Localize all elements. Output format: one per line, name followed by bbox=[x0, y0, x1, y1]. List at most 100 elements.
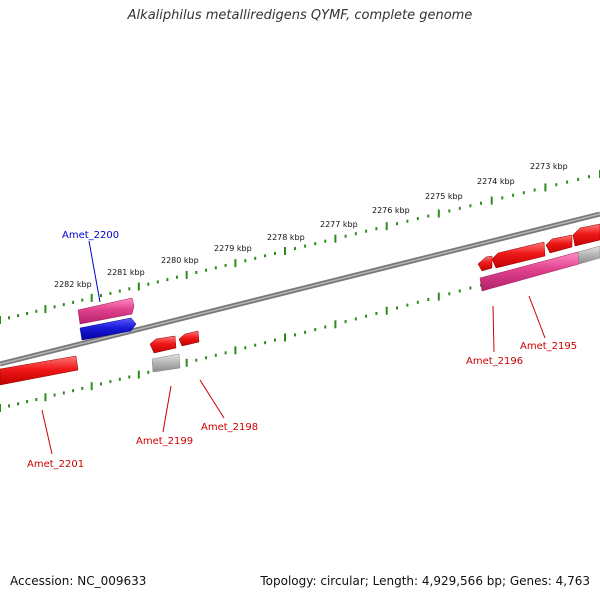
gene-arrow-2196b[interactable] bbox=[491, 241, 546, 269]
accession-text: Accession: NC_009633 bbox=[10, 574, 147, 588]
lower-minor-tick bbox=[224, 351, 227, 355]
genome-summary-text: Topology: circular; Length: 4,929,566 bp… bbox=[260, 574, 590, 588]
lower-minor-tick bbox=[244, 346, 247, 350]
lower-minor-tick bbox=[354, 317, 357, 321]
lower-minor-tick bbox=[205, 356, 208, 360]
upper-major-tick bbox=[544, 183, 547, 192]
lower-major-tick bbox=[385, 306, 388, 315]
upper-minor-tick bbox=[522, 191, 525, 195]
lower-minor-tick bbox=[274, 338, 276, 342]
lower-minor-tick bbox=[469, 286, 472, 290]
upper-major-tick bbox=[385, 222, 388, 231]
kbp-label-2280: 2280 kbp bbox=[161, 256, 199, 265]
gene-arrow-2195a[interactable] bbox=[572, 223, 600, 247]
upper-minor-tick bbox=[396, 222, 398, 226]
gene-arrow-2200-blue[interactable] bbox=[79, 317, 137, 341]
lower-major-tick bbox=[0, 404, 1, 412]
kbp-label-2282: 2282 kbp bbox=[54, 280, 92, 289]
lower-minor-tick bbox=[53, 393, 56, 397]
tick-row-upper bbox=[0, 170, 600, 324]
lower-major-tick bbox=[90, 382, 93, 391]
upper-minor-tick bbox=[406, 219, 409, 223]
gene-label-amet-2200[interactable]: Amet_2200 bbox=[62, 230, 119, 241]
lower-minor-tick bbox=[416, 300, 419, 304]
kbp-label-2276: 2276 kbp bbox=[372, 206, 410, 215]
upper-major-tick bbox=[437, 209, 440, 218]
upper-minor-tick bbox=[588, 175, 590, 179]
genes-reverse-strand bbox=[0, 330, 200, 386]
gene-labels: Amet_2200 Amet_2201 Amet_2199 Amet_2198 … bbox=[27, 230, 577, 470]
gene-label-amet-2196[interactable]: Amet_2196 bbox=[466, 356, 523, 367]
upper-minor-tick bbox=[577, 177, 580, 181]
lower-minor-tick bbox=[458, 289, 461, 293]
lower-minor-tick bbox=[17, 402, 20, 406]
lower-major-tick bbox=[334, 320, 337, 329]
upper-minor-tick bbox=[344, 234, 347, 238]
gene-label-amet-2201[interactable]: Amet_2201 bbox=[27, 459, 84, 470]
upper-major-tick bbox=[490, 196, 493, 205]
upper-minor-tick bbox=[448, 209, 451, 213]
lower-minor-tick bbox=[109, 380, 112, 384]
upper-minor-tick bbox=[35, 309, 38, 313]
lower-minor-tick bbox=[264, 341, 267, 345]
gene-label-amet-2195[interactable]: Amet_2195 bbox=[520, 341, 577, 352]
upper-minor-tick bbox=[469, 204, 472, 208]
upper-minor-tick bbox=[304, 244, 307, 248]
leader-amet-2201 bbox=[41, 409, 53, 455]
genome-backbone-inner bbox=[0, 213, 600, 365]
lower-minor-tick bbox=[314, 328, 317, 332]
upper-minor-tick bbox=[416, 217, 419, 221]
gene-label-amet-2199[interactable]: Amet_2199 bbox=[136, 436, 193, 447]
kbp-labels: 2273 kbp 2274 kbp 2275 kbp 2276 kbp 2277… bbox=[54, 162, 568, 289]
upper-minor-tick bbox=[205, 268, 208, 272]
upper-major-tick bbox=[0, 316, 1, 324]
genome-title: Alkaliphilus metalliredigens QYMF, compl… bbox=[127, 8, 473, 23]
upper-minor-tick bbox=[118, 289, 121, 293]
gene-block-2201[interactable] bbox=[0, 355, 79, 386]
upper-minor-tick bbox=[195, 271, 198, 274]
lower-minor-tick bbox=[81, 386, 84, 390]
upper-minor-tick bbox=[109, 291, 112, 295]
upper-minor-tick bbox=[147, 282, 150, 286]
upper-major-tick bbox=[284, 247, 286, 255]
upper-minor-tick bbox=[244, 259, 247, 263]
lower-minor-tick bbox=[72, 389, 75, 393]
upper-minor-tick bbox=[53, 305, 56, 309]
lower-minor-tick bbox=[8, 404, 10, 408]
lower-minor-tick bbox=[214, 353, 217, 357]
lower-minor-tick bbox=[100, 382, 102, 386]
upper-minor-tick bbox=[166, 278, 169, 282]
leader-amet-2195 bbox=[528, 295, 546, 339]
upper-minor-tick bbox=[81, 298, 84, 302]
upper-minor-tick bbox=[294, 247, 296, 251]
upper-minor-tick bbox=[254, 256, 257, 260]
upper-minor-tick bbox=[375, 227, 378, 231]
lower-minor-tick bbox=[406, 303, 409, 307]
gene-block-2195-gray[interactable] bbox=[577, 245, 600, 265]
gene-arrow-2200-pink[interactable] bbox=[77, 297, 135, 325]
lower-minor-tick bbox=[427, 298, 430, 301]
upper-major-tick bbox=[137, 282, 140, 291]
upper-minor-tick bbox=[8, 316, 10, 320]
gene-block-2199-gray[interactable] bbox=[151, 353, 181, 373]
upper-minor-tick bbox=[555, 183, 558, 187]
lower-minor-tick bbox=[375, 311, 378, 315]
gene-label-amet-2198[interactable]: Amet_2198 bbox=[201, 422, 258, 433]
gene-arrow-2196a[interactable] bbox=[477, 255, 493, 272]
kbp-label-2273: 2273 kbp bbox=[530, 162, 568, 171]
gene-arrow-2196c[interactable] bbox=[545, 234, 573, 254]
upper-minor-tick bbox=[17, 314, 20, 318]
upper-minor-tick bbox=[533, 188, 536, 192]
lower-minor-tick bbox=[147, 370, 150, 374]
upper-minor-tick bbox=[354, 232, 357, 236]
lower-minor-tick bbox=[26, 400, 29, 404]
upper-minor-tick bbox=[214, 266, 217, 270]
lower-minor-tick bbox=[324, 325, 327, 329]
kbp-label-2277: 2277 kbp bbox=[320, 220, 358, 229]
leader-amet-2196 bbox=[492, 305, 495, 353]
gene-arrow-2198[interactable] bbox=[178, 330, 200, 347]
gene-arrow-2199[interactable] bbox=[149, 335, 177, 354]
upper-minor-tick bbox=[176, 275, 178, 279]
upper-minor-tick bbox=[128, 287, 131, 291]
kbp-label-2281: 2281 kbp bbox=[107, 268, 145, 277]
